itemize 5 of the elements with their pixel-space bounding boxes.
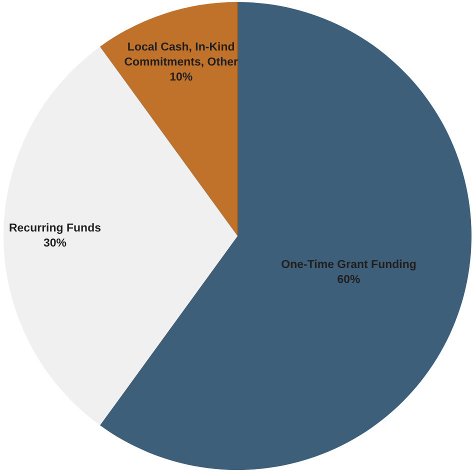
- data-label: 60%: [337, 274, 360, 286]
- slice-label: One-Time Grant Funding: [281, 258, 416, 271]
- data-label: 10%: [170, 72, 193, 84]
- slice-label: Recurring Funds: [8, 222, 101, 235]
- data-label: 30%: [43, 238, 66, 250]
